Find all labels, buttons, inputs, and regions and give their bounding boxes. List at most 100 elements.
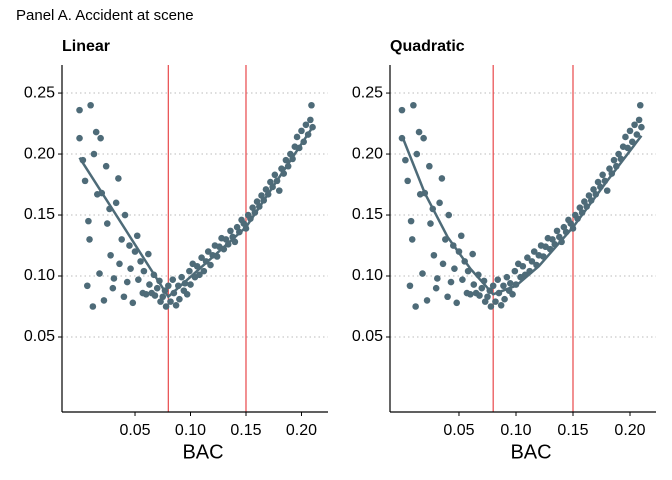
figure-title: Panel A. Accident at scene [16,7,194,24]
data-point [307,116,314,124]
x-tick-label: 0.20 [614,422,645,439]
data-point [434,275,441,282]
data-point [76,134,83,142]
data-point [445,211,453,219]
y-tick-label: 0.25 [24,84,55,101]
y-tick-label: 0.25 [352,84,383,101]
data-point [484,293,491,301]
y-tick-label: 0.15 [352,206,383,223]
data-point [407,217,415,225]
data-point [133,232,141,240]
data-point [439,260,447,268]
data-point [145,250,152,258]
data-point [102,162,110,170]
x-tick-label: 0.15 [230,422,261,439]
data-point [530,248,538,255]
data-point [603,187,611,194]
data-point [89,303,97,310]
data-point [200,267,208,275]
data-point [85,217,92,225]
data-point [497,301,505,309]
data-point [135,276,142,283]
y-tick-label: 0.15 [24,206,55,223]
data-point [628,138,636,146]
panel-title: Quadratic [390,38,465,55]
data-point [137,258,144,265]
data-point [410,101,417,109]
data-point [402,156,409,164]
data-point [404,177,411,185]
data-point [430,251,438,259]
data-point [553,227,561,235]
data-point [120,293,128,301]
data-point [506,280,514,287]
data-point [432,284,440,292]
data-point [96,270,103,277]
data-point [610,156,618,164]
x-axis-label: BAC [510,441,551,463]
data-point [631,121,638,129]
x-tick-label: 0.05 [119,422,150,439]
data-point [90,150,98,158]
data-point [126,242,133,249]
y-tick-label: 0.20 [352,145,383,162]
data-point [100,297,108,304]
data-point [447,278,455,286]
data-point [457,232,465,240]
data-point [492,298,499,305]
data-point [298,127,305,135]
data-point [398,106,406,114]
data-point [622,133,629,141]
data-point [186,267,193,275]
data-point [142,291,150,298]
fit-line [78,126,314,299]
data-point [528,258,536,265]
data-point [478,284,486,292]
data-point [204,248,212,255]
x-tick-label: 0.15 [557,422,588,439]
data-point [176,295,183,303]
data-point [275,187,283,194]
x-tick-label: 0.10 [500,422,531,439]
data-point [451,265,458,272]
data-point [116,260,123,268]
data-point [426,162,433,170]
data-point [599,171,606,179]
data-point [501,295,508,303]
data-point [282,156,290,164]
data-point [151,292,159,299]
data-point [494,276,502,283]
y-tick-label: 0.20 [24,145,55,162]
data-point [487,303,495,310]
data-point [109,284,117,292]
data-point [635,116,643,124]
data-point [427,220,434,227]
data-point [162,303,170,310]
data-point [419,270,426,277]
data-point [453,299,460,307]
data-point [92,128,100,136]
x-axis-label: BAC [182,441,223,463]
data-point [469,250,476,258]
data-point [167,298,174,305]
data-point [438,175,446,182]
data-point [140,267,148,275]
y-tick-label: 0.05 [352,328,383,345]
data-point [500,282,507,290]
data-point [129,299,137,307]
data-point [81,177,89,185]
data-point [293,133,301,141]
y-tick-label: 0.05 [24,328,55,345]
data-point [408,236,416,243]
data-point [165,282,172,290]
data-point [159,293,167,301]
data-point [110,275,118,282]
x-tick-label: 0.10 [175,422,206,439]
data-point [476,292,483,299]
data-point [489,282,497,290]
x-tick-label: 0.20 [286,422,317,439]
data-point [308,101,315,109]
data-point [412,303,419,310]
data-point [86,236,93,243]
